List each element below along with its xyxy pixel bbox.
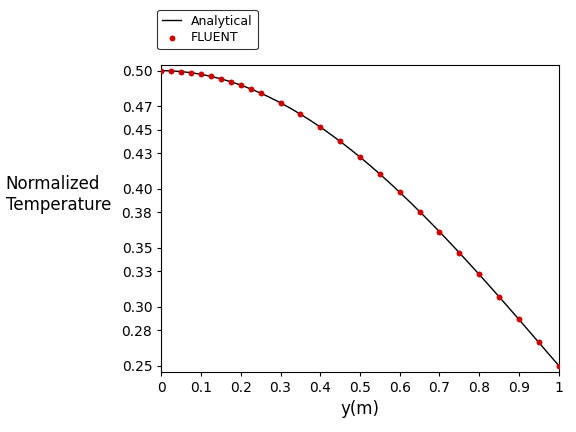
FLUENT [376,171,385,178]
FLUENT [236,82,245,89]
FLUENT [187,69,196,76]
FLUENT [335,138,344,145]
FLUENT [256,90,266,97]
FLUENT [296,111,305,118]
FLUENT [514,316,524,323]
Analytical [158,68,165,73]
FLUENT [415,208,424,215]
FLUENT [475,271,484,278]
Analytical [333,136,340,141]
FLUENT [166,67,176,74]
FLUENT [206,73,215,80]
FLUENT [355,154,365,161]
FLUENT [395,189,404,196]
FLUENT [534,339,543,346]
Legend: Analytical, FLUENT: Analytical, FLUENT [157,10,257,49]
FLUENT [196,71,206,78]
Analytical [198,72,205,77]
FLUENT [276,99,285,106]
Text: Normalized
Temperature: Normalized Temperature [6,175,111,214]
Analytical [468,263,475,268]
FLUENT [246,86,255,92]
FLUENT [435,228,444,235]
Analytical [475,271,482,276]
FLUENT [226,78,236,85]
Analytical [555,363,562,368]
FLUENT [157,67,166,74]
Analytical [319,126,325,131]
Analytical [431,224,438,229]
FLUENT [554,362,563,369]
FLUENT [316,124,325,130]
FLUENT [217,76,226,83]
Line: Analytical: Analytical [161,71,559,365]
FLUENT [494,293,503,300]
FLUENT [177,68,186,75]
X-axis label: y(m): y(m) [340,400,380,418]
FLUENT [455,249,464,256]
